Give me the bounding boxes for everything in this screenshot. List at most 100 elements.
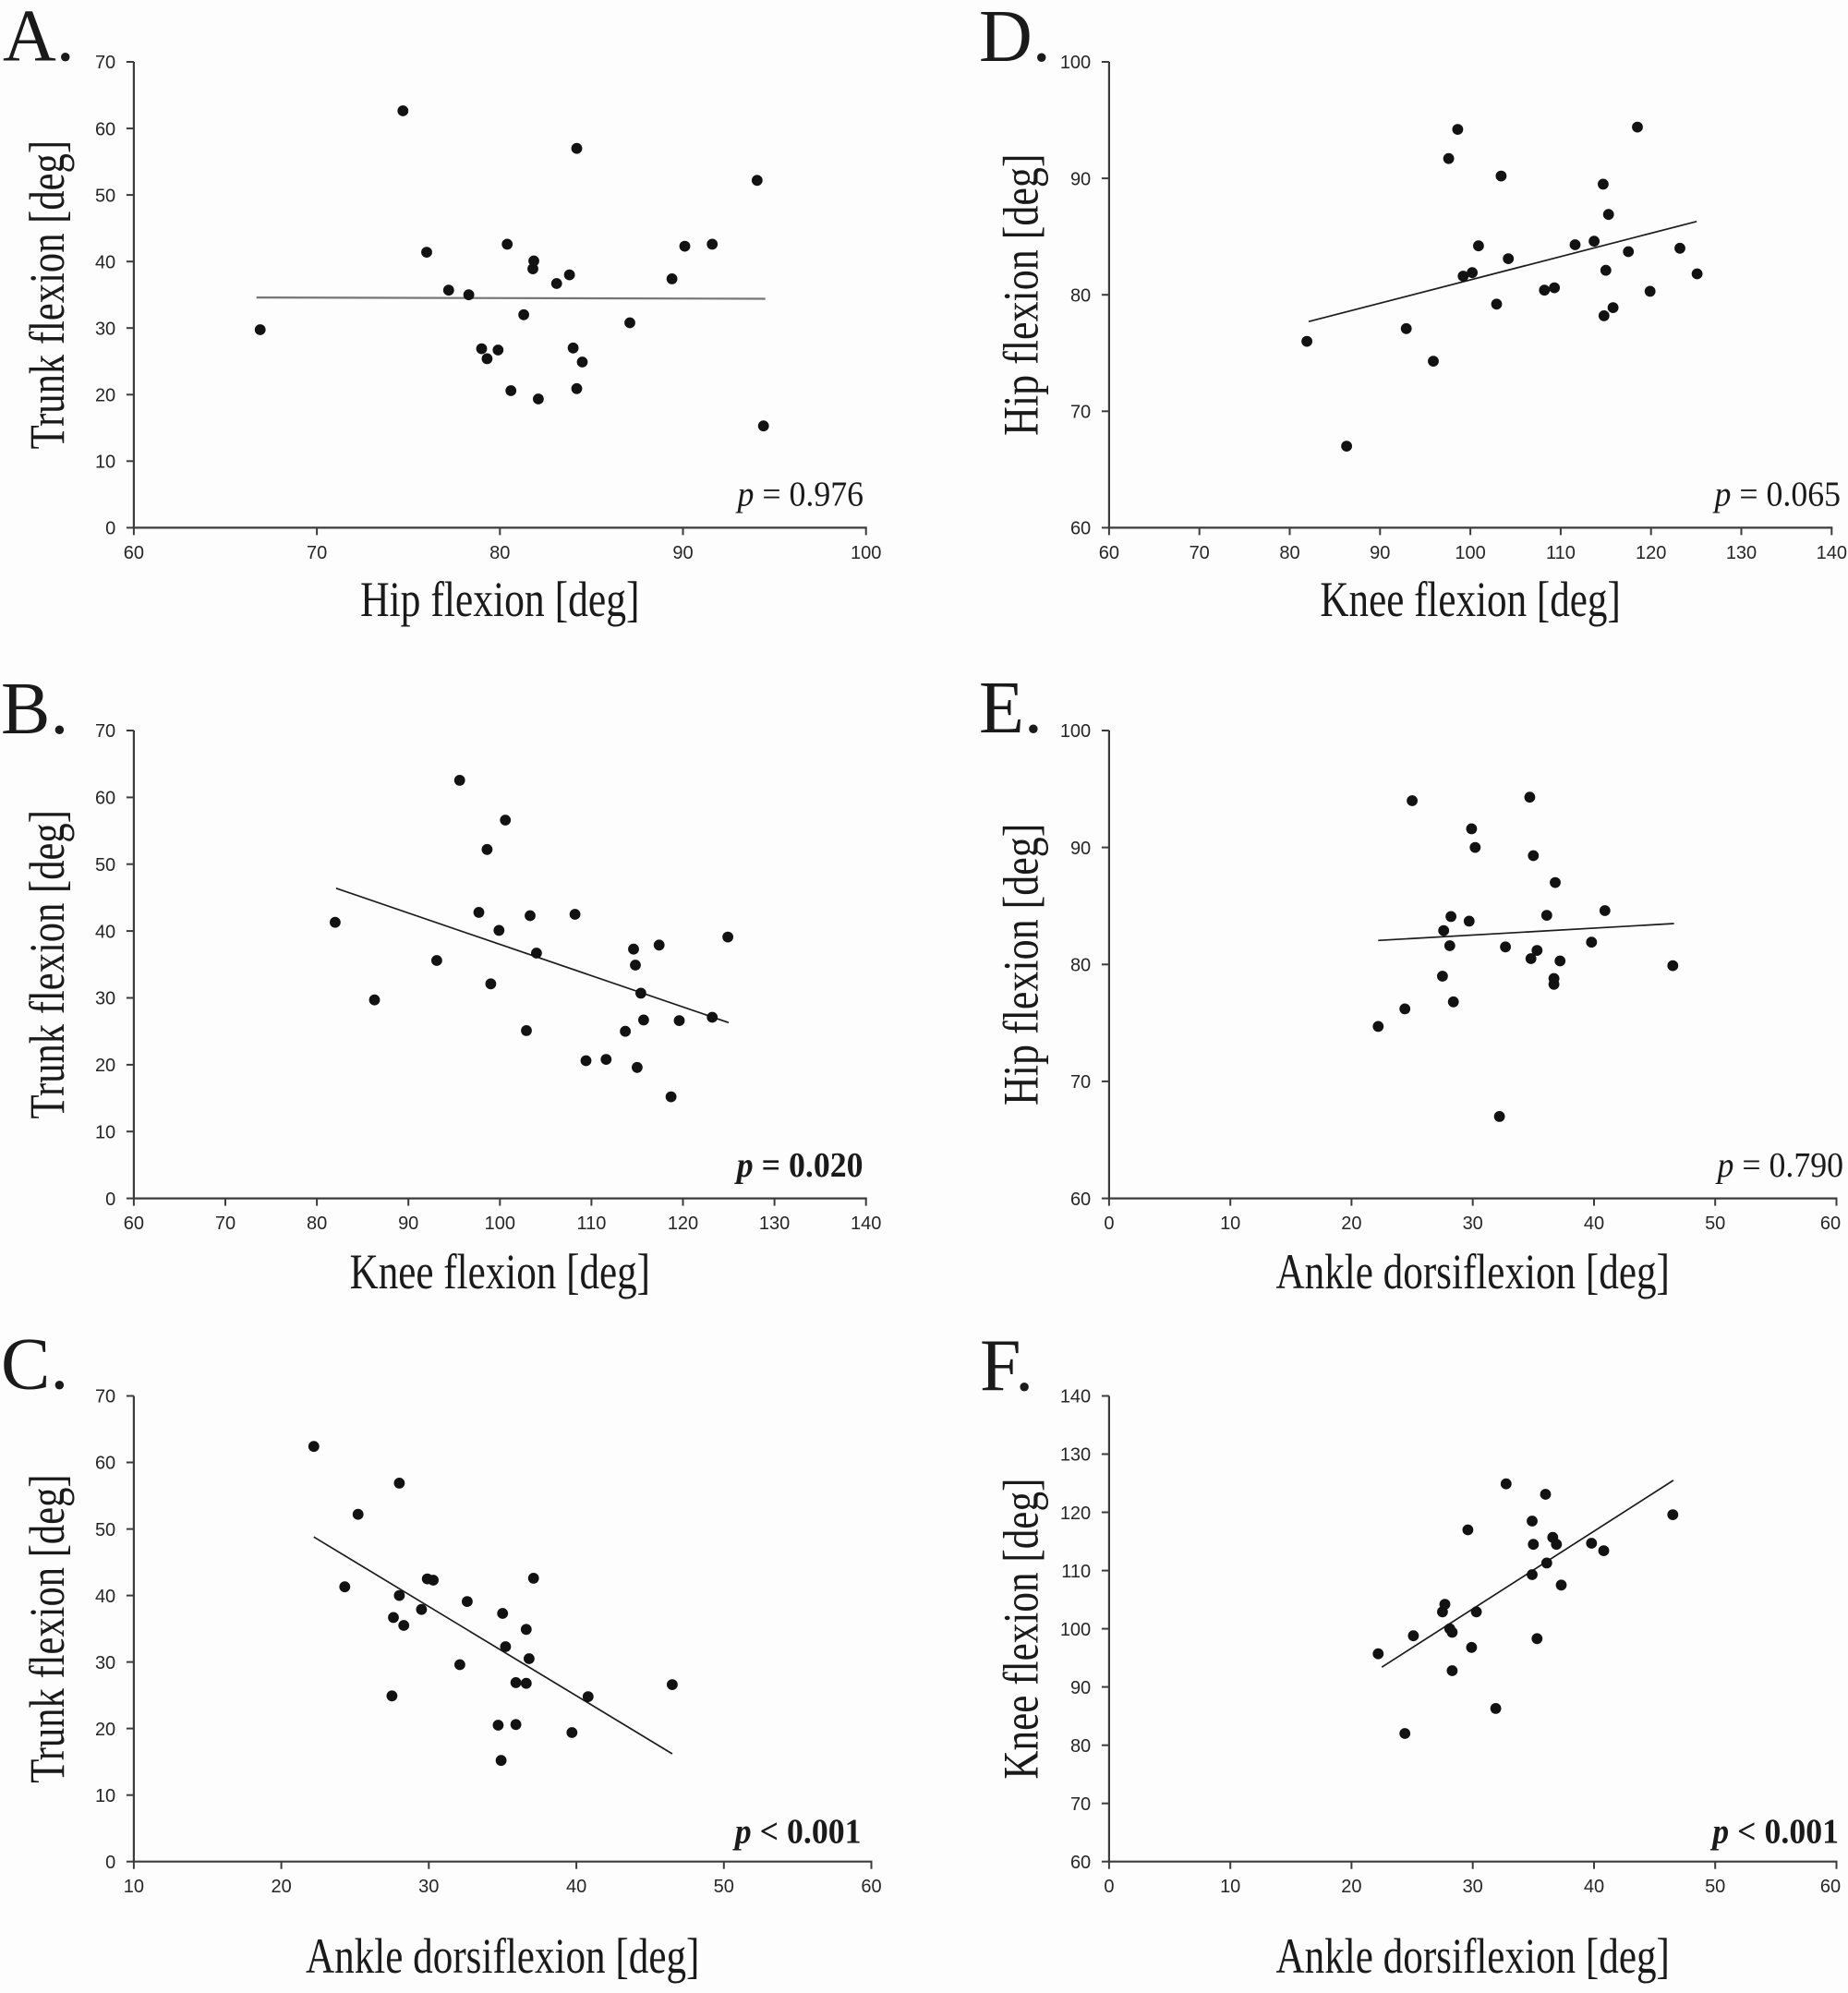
svg-text:50: 50 xyxy=(95,1520,115,1540)
svg-text:80: 80 xyxy=(489,543,510,563)
svg-text:p < 0.001: p < 0.001 xyxy=(732,1812,862,1851)
svg-text:E.: E. xyxy=(979,668,1043,749)
svg-text:10: 10 xyxy=(95,453,115,473)
svg-text:90: 90 xyxy=(1070,839,1091,859)
svg-text:0: 0 xyxy=(105,1853,115,1873)
svg-text:Hip flexion [deg]: Hip flexion [deg] xyxy=(993,153,1048,435)
svg-text:100: 100 xyxy=(851,543,881,563)
svg-text:10: 10 xyxy=(95,1786,115,1806)
svg-text:50: 50 xyxy=(714,1877,734,1897)
svg-text:20: 20 xyxy=(271,1877,291,1897)
svg-text:60: 60 xyxy=(1070,519,1091,539)
svg-text:F.: F. xyxy=(980,1326,1033,1407)
svg-text:20: 20 xyxy=(1341,1877,1361,1897)
svg-text:D.: D. xyxy=(979,0,1051,78)
svg-text:80: 80 xyxy=(1070,1736,1091,1757)
svg-text:130: 130 xyxy=(759,1214,790,1234)
svg-text:0: 0 xyxy=(1104,1877,1114,1897)
svg-text:70: 70 xyxy=(1190,543,1210,563)
svg-text:120: 120 xyxy=(1060,1504,1091,1524)
svg-text:130: 130 xyxy=(1060,1445,1091,1466)
svg-text:A.: A. xyxy=(3,0,75,78)
svg-text:70: 70 xyxy=(95,53,115,73)
svg-text:30: 30 xyxy=(95,319,115,339)
svg-text:B.: B. xyxy=(1,669,68,750)
svg-text:70: 70 xyxy=(215,1214,236,1234)
svg-text:90: 90 xyxy=(1070,169,1091,189)
svg-text:100: 100 xyxy=(485,1214,515,1234)
svg-text:60: 60 xyxy=(95,789,115,809)
svg-text:110: 110 xyxy=(576,1214,606,1234)
svg-text:40: 40 xyxy=(566,1877,586,1897)
svg-text:20: 20 xyxy=(95,1720,115,1740)
svg-text:90: 90 xyxy=(1070,1678,1091,1698)
svg-text:0: 0 xyxy=(105,519,115,539)
svg-text:40: 40 xyxy=(1584,1214,1604,1234)
svg-text:10: 10 xyxy=(95,1122,115,1142)
svg-text:C.: C. xyxy=(1,1324,68,1406)
svg-text:70: 70 xyxy=(1070,1072,1091,1093)
svg-text:Knee flexion [deg]: Knee flexion [deg] xyxy=(1320,571,1620,627)
svg-text:30: 30 xyxy=(95,989,115,1009)
svg-text:60: 60 xyxy=(124,1214,144,1234)
svg-text:Trunk flexion [deg]: Trunk flexion [deg] xyxy=(19,140,75,449)
svg-text:110: 110 xyxy=(1546,543,1576,563)
svg-text:Ankle dorsiflexion [deg]: Ankle dorsiflexion [deg] xyxy=(1275,1927,1669,1984)
svg-text:140: 140 xyxy=(851,1214,881,1234)
svg-text:Knee flexion [deg]: Knee flexion [deg] xyxy=(993,1479,1049,1780)
svg-text:Ankle dorsiflexion [deg]: Ankle dorsiflexion [deg] xyxy=(306,1927,699,1984)
svg-text:60: 60 xyxy=(1820,1214,1841,1234)
svg-text:Ankle dorsiflexion [deg]: Ankle dorsiflexion [deg] xyxy=(1275,1243,1669,1299)
svg-text:30: 30 xyxy=(418,1877,439,1897)
svg-text:p = 0.020: p = 0.020 xyxy=(734,1146,864,1185)
svg-text:120: 120 xyxy=(1636,543,1666,563)
svg-text:100: 100 xyxy=(1455,543,1485,563)
svg-text:10: 10 xyxy=(1220,1214,1240,1234)
svg-text:0: 0 xyxy=(1104,1214,1114,1234)
svg-text:110: 110 xyxy=(1061,1562,1091,1582)
svg-text:50: 50 xyxy=(1705,1877,1725,1897)
svg-text:p < 0.001: p < 0.001 xyxy=(1709,1812,1839,1851)
svg-text:60: 60 xyxy=(1070,1853,1091,1873)
svg-text:40: 40 xyxy=(95,252,115,272)
svg-text:20: 20 xyxy=(1341,1214,1361,1234)
svg-text:20: 20 xyxy=(95,1056,115,1076)
svg-text:50: 50 xyxy=(1705,1214,1725,1234)
svg-text:60: 60 xyxy=(1099,543,1119,563)
svg-text:20: 20 xyxy=(95,386,115,406)
svg-text:50: 50 xyxy=(95,186,115,206)
svg-text:80: 80 xyxy=(1070,956,1091,976)
svg-text:120: 120 xyxy=(668,1214,698,1234)
svg-text:70: 70 xyxy=(1070,1794,1091,1815)
svg-text:70: 70 xyxy=(307,543,327,563)
svg-text:Trunk flexion [deg]: Trunk flexion [deg] xyxy=(19,810,75,1118)
svg-text:60: 60 xyxy=(95,119,115,139)
svg-text:130: 130 xyxy=(1726,543,1757,563)
svg-text:Knee flexion [deg]: Knee flexion [deg] xyxy=(350,1243,650,1299)
svg-text:0: 0 xyxy=(105,1190,115,1210)
svg-text:90: 90 xyxy=(1370,543,1390,563)
svg-text:80: 80 xyxy=(307,1214,327,1234)
svg-text:60: 60 xyxy=(861,1877,881,1897)
svg-text:60: 60 xyxy=(1070,1190,1091,1210)
svg-text:140: 140 xyxy=(1060,1387,1091,1407)
svg-text:40: 40 xyxy=(95,1587,115,1607)
svg-text:90: 90 xyxy=(398,1214,418,1234)
svg-text:30: 30 xyxy=(1463,1877,1483,1897)
svg-text:80: 80 xyxy=(1279,543,1299,563)
svg-text:60: 60 xyxy=(95,1454,115,1474)
svg-text:80: 80 xyxy=(1070,285,1091,306)
svg-text:60: 60 xyxy=(124,543,144,563)
svg-text:140: 140 xyxy=(1817,543,1847,563)
svg-text:10: 10 xyxy=(124,1877,144,1897)
svg-text:40: 40 xyxy=(1584,1877,1604,1897)
svg-text:60: 60 xyxy=(1820,1877,1841,1897)
svg-text:p = 0.065: p = 0.065 xyxy=(1712,475,1841,513)
svg-text:p = 0.790: p = 0.790 xyxy=(1715,1146,1843,1185)
svg-text:70: 70 xyxy=(95,1387,115,1407)
svg-text:40: 40 xyxy=(95,922,115,942)
svg-text:30: 30 xyxy=(1463,1214,1483,1234)
svg-text:Trunk flexion [deg]: Trunk flexion [deg] xyxy=(19,1474,75,1782)
svg-text:90: 90 xyxy=(672,543,693,563)
svg-text:30: 30 xyxy=(95,1653,115,1673)
